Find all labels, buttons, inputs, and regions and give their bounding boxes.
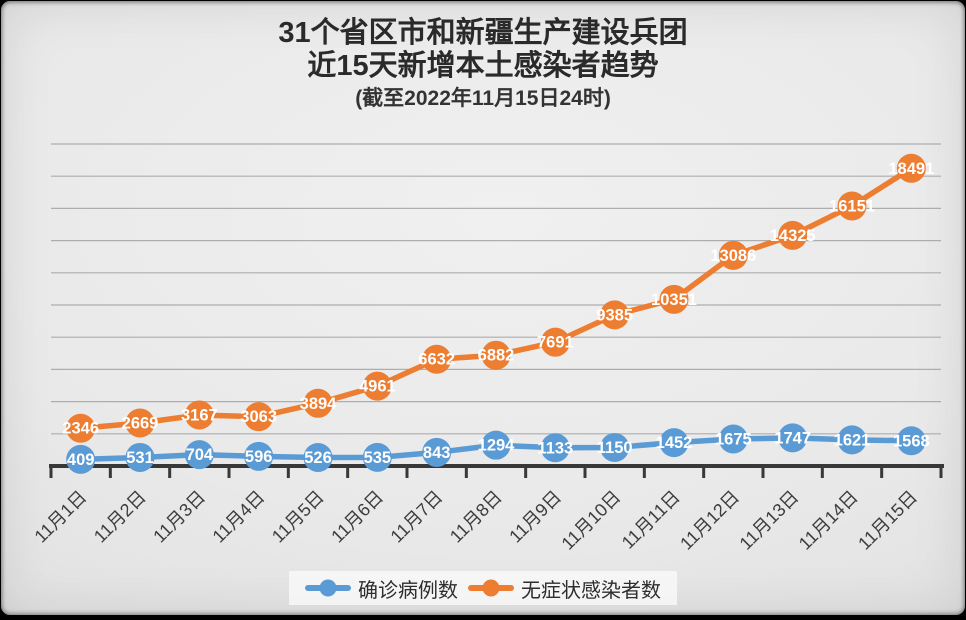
data-point-marker — [896, 426, 926, 456]
data-label: 1133 — [537, 439, 573, 457]
x-axis-label: 11月2日 — [90, 487, 150, 547]
x-axis-label: 11月1日 — [31, 487, 91, 547]
x-axis-label: 11月13日 — [736, 487, 803, 554]
x-axis-label: 11月5日 — [268, 487, 328, 547]
data-label: 7691 — [537, 334, 574, 352]
data-point-marker — [778, 423, 808, 453]
data-point-marker — [600, 432, 630, 462]
x-axis-label: 11月11日 — [618, 487, 684, 553]
line-marker-icon — [468, 579, 514, 597]
legend-item-asymptomatic: 无症状感染者数 — [468, 574, 661, 603]
data-point-marker — [778, 220, 808, 250]
data-point-marker — [540, 327, 570, 357]
data-label: 1747 — [774, 429, 811, 447]
data-point-marker — [244, 441, 274, 471]
data-point-marker — [422, 344, 452, 374]
data-point-marker — [303, 443, 333, 473]
data-point-marker — [837, 191, 867, 221]
data-point-marker — [422, 437, 452, 467]
data-label: 2669 — [122, 415, 159, 433]
data-label: 2346 — [62, 420, 99, 438]
data-point-marker — [362, 371, 392, 401]
chart-legend: 确诊病例数 无症状感染者数 — [289, 571, 677, 605]
data-point-marker — [481, 430, 511, 460]
data-label: 3167 — [181, 407, 218, 425]
data-label: 704 — [186, 446, 214, 464]
series-line — [77, 165, 915, 431]
data-label: 4961 — [359, 378, 396, 396]
data-label: 1452 — [656, 434, 693, 452]
data-point-marker — [125, 408, 155, 438]
data-point-marker — [244, 402, 274, 432]
data-point-marker — [896, 153, 926, 183]
data-label: 1675 — [715, 431, 752, 449]
chart-title-line2: 近15天新增本土感染者趋势 — [307, 50, 659, 82]
data-point-marker — [540, 433, 570, 463]
x-axis-label: 11月9日 — [505, 487, 565, 547]
chart-subtitle: (截至2022年11月15日24时) — [355, 87, 611, 110]
data-label: 6882 — [478, 347, 515, 365]
x-axis-label: 11月12日 — [676, 487, 743, 554]
data-label: 13086 — [710, 247, 756, 265]
data-label: 526 — [304, 449, 332, 467]
data-point-marker — [66, 444, 96, 474]
data-label: 10351 — [651, 291, 697, 309]
x-axis-label: 11月8日 — [446, 487, 506, 547]
data-point-marker — [303, 388, 333, 418]
data-point-marker — [362, 442, 392, 472]
data-label: 14325 — [770, 227, 816, 245]
data-point-marker — [66, 413, 96, 443]
data-point-marker — [184, 440, 214, 470]
legend-label-confirmed: 确诊病例数 — [358, 579, 458, 602]
data-label: 535 — [364, 449, 392, 467]
legend-label-asymptomatic: 无症状感染者数 — [521, 579, 661, 602]
legend-item-confirmed: 确诊病例数 — [305, 574, 458, 603]
data-label: 531 — [126, 449, 154, 467]
data-point-marker — [837, 425, 867, 455]
x-axis-label: 11月3日 — [149, 487, 209, 547]
circle-marker-icon — [482, 579, 500, 597]
data-label: 3894 — [300, 395, 338, 413]
x-axis-label: 11月14日 — [795, 487, 862, 554]
data-point-marker — [718, 240, 748, 270]
data-label: 6632 — [418, 351, 455, 369]
data-label: 596 — [245, 448, 273, 466]
data-point-marker — [481, 340, 511, 370]
circle-marker-icon — [319, 579, 337, 597]
data-label: 18491 — [888, 160, 934, 178]
data-point-marker — [184, 400, 214, 430]
x-axis-label: 11月6日 — [327, 487, 387, 547]
data-point-marker — [659, 428, 689, 458]
chart-title: 31个省区市和新疆生产建设兵团 近15天新增本土感染者趋势 (截至2022年11… — [1, 17, 965, 112]
data-label: 9385 — [596, 306, 633, 324]
data-label: 1150 — [597, 439, 633, 457]
data-point-marker — [600, 300, 630, 330]
x-axis-label: 11月10日 — [558, 487, 625, 554]
chart-title-line1: 31个省区市和新疆生产建设兵团 — [278, 17, 688, 49]
x-axis-label: 11月4日 — [209, 487, 269, 547]
data-label: 409 — [67, 451, 95, 469]
data-point-marker — [125, 442, 155, 472]
data-label: 16151 — [829, 197, 875, 215]
line-marker-icon — [305, 579, 351, 597]
data-label: 843 — [423, 444, 451, 462]
data-point-marker — [718, 424, 748, 454]
x-axis-label: 11月15日 — [854, 487, 921, 554]
data-label: 1294 — [478, 437, 516, 455]
data-point-marker — [659, 284, 689, 314]
data-label: 1568 — [893, 432, 930, 450]
data-label: 1621 — [834, 431, 871, 449]
x-axis-label: 11月7日 — [387, 487, 447, 547]
data-label: 3063 — [240, 408, 277, 426]
